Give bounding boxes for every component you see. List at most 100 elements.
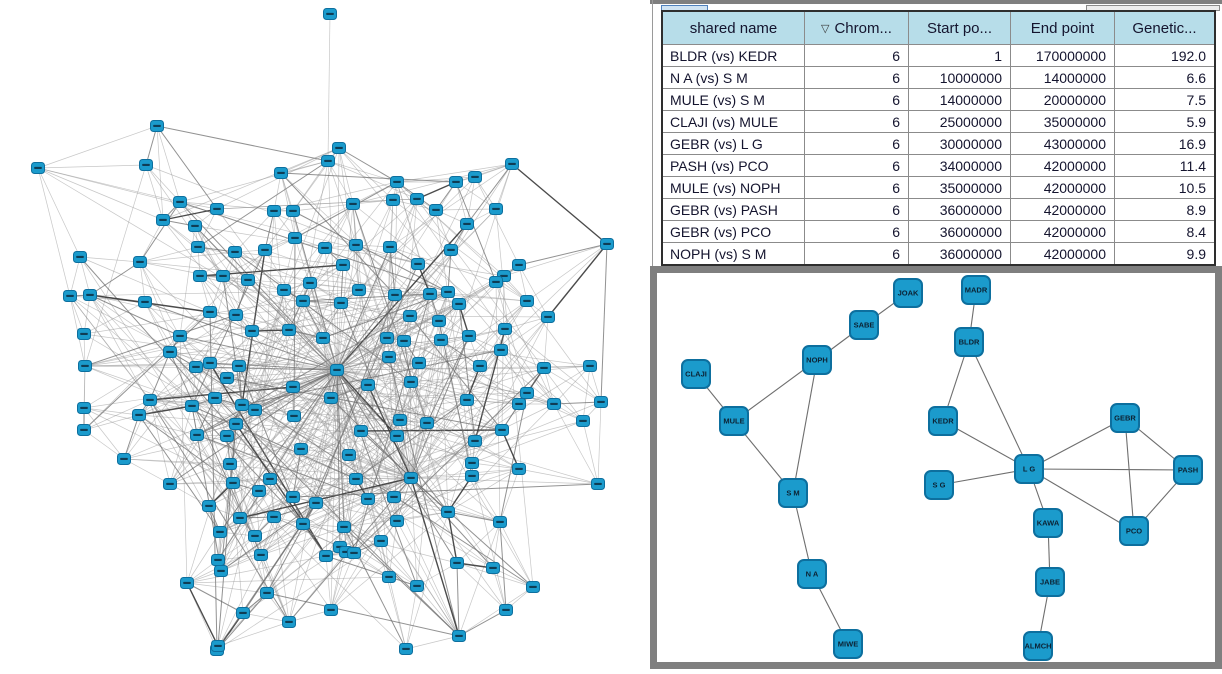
network-node[interactable] [288,232,302,244]
network-edge[interactable] [145,164,181,203]
cell-value[interactable]: 6 [804,89,908,110]
network-edge[interactable] [37,164,147,169]
network-node[interactable] [346,198,360,210]
network-edge[interactable] [186,582,268,594]
network-node[interactable] [505,158,519,170]
network-edge[interactable] [336,249,452,371]
network-edge[interactable] [403,303,460,342]
network-edge[interactable] [300,448,350,456]
network-edge[interactable] [429,293,507,611]
network-node[interactable] [248,530,262,542]
subnetwork-view[interactable]: JOAK MADR SABE BLDR NOPH CLAJI KEDR GEBR MULE L G… [657,273,1215,662]
cell-value[interactable]: 6 [804,67,908,88]
network-edge[interactable] [358,176,476,291]
network-edge[interactable] [495,281,555,405]
network-edge[interactable] [292,483,599,498]
network-node[interactable] [498,323,512,335]
network-node[interactable] [282,324,296,336]
column-header-sharedname[interactable]: shared name [663,12,804,44]
network-node[interactable] [150,120,164,132]
network-edge[interactable] [191,366,197,407]
column-header-endpoint[interactable]: End point [1010,12,1114,44]
cell-value[interactable]: 9.9 [1114,243,1214,264]
network-edge[interactable] [504,316,549,330]
network-edge[interactable] [396,440,476,522]
network-edge[interactable] [336,289,360,371]
network-node[interactable] [399,643,413,655]
network-node[interactable] [473,360,487,372]
network-node[interactable] [512,259,526,271]
network-edge[interactable] [89,294,256,537]
network-edge[interactable] [186,582,244,614]
network-edge[interactable] [196,397,216,436]
network-edge[interactable] [471,462,520,470]
network-edge[interactable] [37,167,164,221]
subnetwork-node[interactable]: JOAK [893,278,923,308]
cell-shared-name[interactable]: MULE (vs) NOPH [670,179,781,196]
network-edge[interactable] [229,463,332,611]
network-node[interactable] [361,379,375,391]
subnetwork-node[interactable]: ALMCH [1023,631,1053,661]
network-node[interactable] [452,298,466,310]
network-edge[interactable] [288,291,449,331]
network-edge[interactable] [222,237,296,277]
network-node[interactable] [347,547,361,559]
cell-shared-name[interactable]: PASH (vs) PCO [670,157,769,174]
network-edge[interactable] [330,369,338,611]
network-edge[interactable] [458,303,476,442]
network-edge[interactable] [254,337,324,411]
network-node[interactable] [309,497,323,509]
network-edge[interactable] [234,251,338,371]
network-edge[interactable] [123,458,412,479]
network-edge[interactable] [410,320,440,479]
network-node[interactable] [163,346,177,358]
network-node[interactable] [77,424,91,436]
cell-value[interactable]: 6 [804,155,908,176]
cell-value[interactable]: 36000000 [908,221,1010,242]
network-node[interactable] [349,239,363,251]
subnetwork-edge[interactable] [1028,468,1189,471]
network-edge[interactable] [355,419,401,480]
network-edge[interactable] [69,289,360,297]
network-edge[interactable] [396,511,449,522]
network-node[interactable] [547,398,561,410]
network-node[interactable] [520,295,534,307]
network-edge[interactable] [302,300,411,317]
network-edge[interactable] [226,303,460,379]
network-edge[interactable] [302,263,419,525]
network-edge[interactable] [283,289,290,331]
network-node[interactable] [210,203,224,215]
network-node[interactable] [260,587,274,599]
network-node[interactable] [441,506,455,518]
network-edge[interactable] [156,125,181,203]
network-edge[interactable] [238,365,243,406]
network-node[interactable] [202,500,216,512]
network-node[interactable] [494,344,508,356]
network-edge[interactable] [367,498,449,513]
network-node[interactable] [324,604,338,616]
cell-value[interactable]: 1 [908,45,1010,66]
network-node[interactable] [323,8,337,20]
network-edge[interactable] [79,256,211,313]
network-edge[interactable] [393,496,460,637]
network-edge[interactable] [222,275,243,406]
network-edge[interactable] [179,160,329,203]
subnetwork-node[interactable]: NOPH [802,345,832,375]
network-edge[interactable] [500,349,528,394]
network-edge[interactable] [309,282,338,371]
network-edge[interactable] [336,208,497,371]
network-edge[interactable] [83,407,198,436]
network-edge[interactable] [156,125,329,162]
network-edge[interactable] [138,414,418,587]
network-node[interactable] [211,640,225,652]
network-edge[interactable] [145,164,357,246]
network-edge[interactable] [69,256,81,297]
network-node[interactable] [258,244,272,256]
network-node[interactable] [465,457,479,469]
network-edge[interactable] [396,520,460,637]
network-edge[interactable] [226,435,260,492]
network-edge[interactable] [220,502,317,572]
network-node[interactable] [173,330,187,342]
network-node[interactable] [203,357,217,369]
column-header-genetic[interactable]: Genetic... [1114,12,1214,44]
